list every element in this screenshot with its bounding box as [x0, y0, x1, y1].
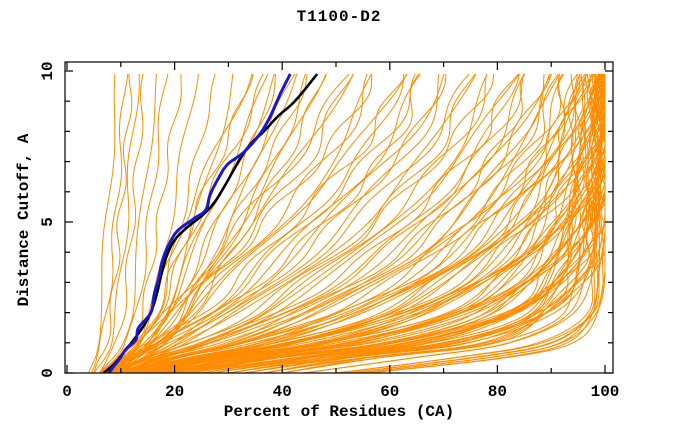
axis-ticks	[65, 62, 613, 374]
x-tick-label: 40	[273, 383, 292, 401]
x-tick-label: 20	[165, 383, 184, 401]
x-tick-label: 60	[380, 383, 399, 401]
chart-title: T1100-D2	[296, 8, 382, 26]
x-tick-label: 80	[488, 383, 507, 401]
tick-labels: 0 20 40 60 80 100 0 5 10	[39, 61, 619, 401]
reference-model-curve	[102, 73, 319, 373]
ensemble-curves	[88, 73, 606, 373]
x-tick-label: 100	[591, 383, 620, 401]
y-tick-label: 5	[39, 217, 57, 227]
best-model-curve	[107, 73, 292, 373]
y-axis-label: Distance Cutoff, A	[15, 133, 33, 307]
y-tick-label: 10	[39, 61, 57, 80]
x-axis-label: Percent of Residues (CA)	[223, 403, 455, 421]
plot-frame	[64, 61, 614, 374]
x-tick-label: 0	[62, 383, 72, 401]
y-tick-label: 0	[39, 368, 57, 378]
